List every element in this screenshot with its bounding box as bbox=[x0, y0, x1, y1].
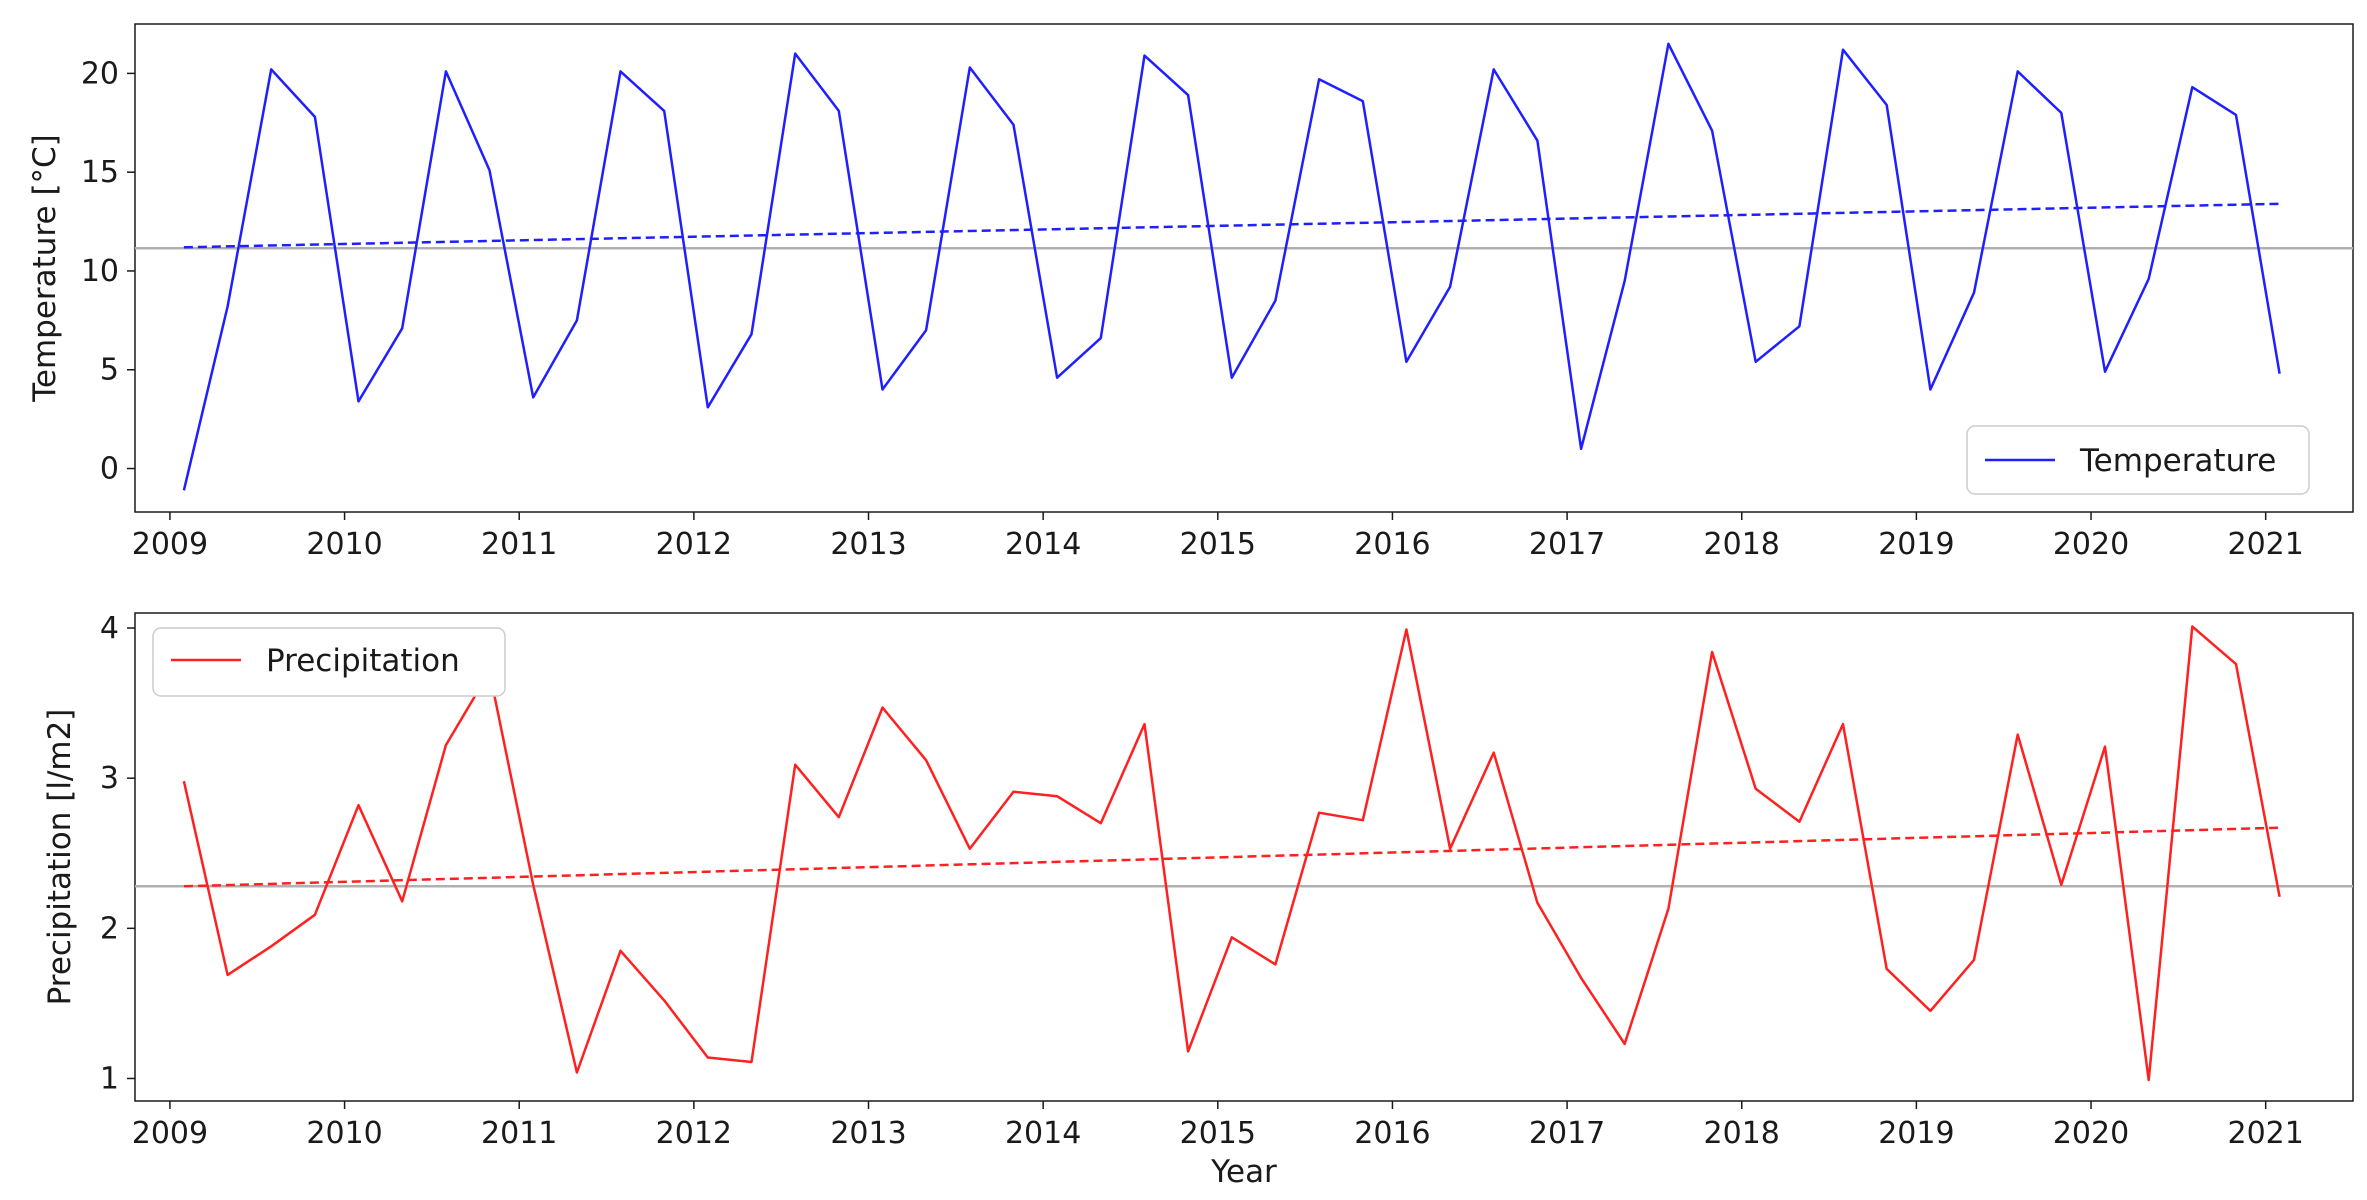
temperature-x-tick-label: 2013 bbox=[830, 527, 906, 562]
temperature-y-tick-label: 5 bbox=[100, 353, 119, 388]
precipitation-y-tick-label: 4 bbox=[100, 611, 119, 646]
temperature-x-tick-label: 2018 bbox=[1704, 527, 1780, 562]
precipitation-y-tick-label: 2 bbox=[100, 911, 119, 946]
precipitation-plot-frame bbox=[134, 612, 2354, 1102]
temperature-series-line bbox=[182, 42, 2281, 491]
temperature-x-tick-label: 2014 bbox=[1005, 527, 1081, 562]
temperature-plot-frame bbox=[134, 23, 2354, 513]
temperature-x-tick-label: 2009 bbox=[132, 527, 208, 562]
precipitation-x-tick-label: 2021 bbox=[2227, 1116, 2303, 1151]
temperature-y-tick-label: 20 bbox=[81, 56, 119, 91]
temperature-x-tick-label: 2017 bbox=[1529, 527, 1605, 562]
precipitation-x-tick-label: 2010 bbox=[306, 1116, 382, 1151]
precipitation-x-tick-label: 2011 bbox=[481, 1116, 557, 1151]
temperature-y-axis-label: Temperature [°C] bbox=[27, 134, 63, 403]
precipitation-y-tick-label: 1 bbox=[100, 1061, 119, 1096]
temperature-x-tick-label: 2020 bbox=[2053, 527, 2129, 562]
precipitation-y-axis-label: Precipitation [l/m2] bbox=[42, 709, 78, 1006]
temperature-panel: Temperature [°C] Temperature 2009 2010 201… bbox=[27, 23, 2354, 562]
precipitation-legend-label: Precipitation bbox=[266, 643, 460, 679]
temperature-x-tick-label: 2016 bbox=[1354, 527, 1430, 562]
precipitation-x-tick-label: 2012 bbox=[656, 1116, 732, 1151]
temperature-x-tick-label: 2021 bbox=[2227, 527, 2303, 562]
temperature-y-tick-label: 10 bbox=[81, 254, 119, 289]
precipitation-x-tick-label: 2009 bbox=[132, 1116, 208, 1151]
temperature-x-tick-label: 2012 bbox=[656, 527, 732, 562]
precipitation-legend: Precipitation bbox=[152, 627, 506, 697]
precipitation-x-tick-label: 2015 bbox=[1180, 1116, 1256, 1151]
precipitation-x-axis-label: Year bbox=[1210, 1154, 1277, 1190]
precipitation-x-tick-label: 2018 bbox=[1704, 1116, 1780, 1151]
temperature-y-tick-label: 0 bbox=[100, 452, 119, 487]
precipitation-x-tick-label: 2019 bbox=[1878, 1116, 1954, 1151]
precipitation-x-tick-label: 2016 bbox=[1354, 1116, 1430, 1151]
temperature-x-tick-label: 2015 bbox=[1180, 527, 1256, 562]
precipitation-y-tick-label: 3 bbox=[100, 761, 119, 796]
temperature-x-tick-label: 2010 bbox=[306, 527, 382, 562]
precipitation-legend-box bbox=[152, 627, 506, 697]
precipitation-series-line bbox=[182, 625, 2281, 1082]
precipitation-x-tick-label: 2013 bbox=[830, 1116, 906, 1151]
temperature-x-tick-label: 2011 bbox=[481, 527, 557, 562]
temperature-legend: Temperature bbox=[1966, 425, 2310, 495]
precipitation-x-tick-label: 2014 bbox=[1005, 1116, 1081, 1151]
temperature-x-tick-label: 2019 bbox=[1878, 527, 1954, 562]
precipitation-x-tick-label: 2020 bbox=[2053, 1116, 2129, 1151]
temperature-y-tick-label: 15 bbox=[81, 155, 119, 190]
temperature-legend-box bbox=[1966, 425, 2310, 495]
temperature-legend-label: Temperature bbox=[2079, 443, 2276, 479]
precipitation-x-tick-label: 2017 bbox=[1529, 1116, 1605, 1151]
precipitation-panel: Precipitation [l/m2] Year Precipitation … bbox=[42, 611, 2354, 1190]
